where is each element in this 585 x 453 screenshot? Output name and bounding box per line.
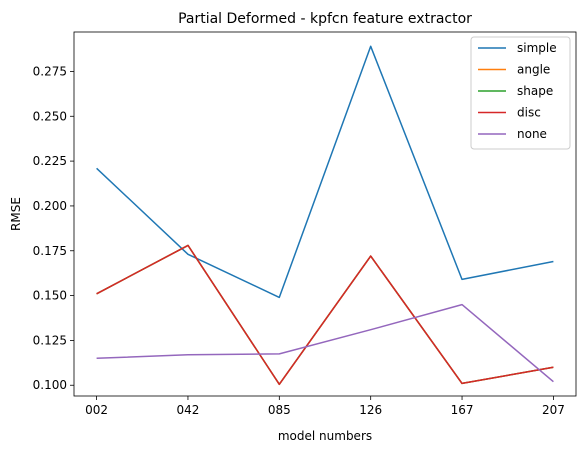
plot-frame <box>73 31 577 397</box>
y-tick-label: 0.125 <box>33 333 67 347</box>
series-line-none <box>96 303 554 383</box>
chart-title: Partial Deformed - kpfcn feature extract… <box>178 11 472 27</box>
series-line-simple <box>96 45 554 299</box>
y-tick-label: 0.225 <box>33 154 67 168</box>
y-tick-label: 0.150 <box>33 289 67 303</box>
legend-label-none: none <box>517 127 547 141</box>
y-axis: 0.100 0.125 0.150 0.175 0.200 0.225 0.250 0.275 <box>33 64 74 392</box>
series-line-angle <box>96 244 554 386</box>
legend-label-simple: simple <box>517 41 557 55</box>
y-tick-label: 0.200 <box>33 199 67 213</box>
legend-label-disc: disc <box>517 106 541 120</box>
series-line-disc <box>96 244 554 386</box>
plot-lines <box>96 45 554 386</box>
x-tick-label: 002 <box>85 403 108 417</box>
x-tick-label: 167 <box>451 403 474 417</box>
series-line-shape <box>96 244 554 386</box>
y-tick-label: 0.250 <box>33 109 67 123</box>
legend-label-shape: shape <box>517 84 553 98</box>
x-tick-label: 207 <box>542 403 565 417</box>
y-tick-label: 0.175 <box>33 244 67 258</box>
legend-box <box>470 36 571 150</box>
x-tick-label: 085 <box>268 403 291 417</box>
legend-label-angle: angle <box>517 63 550 77</box>
x-axis-label: model numbers <box>278 429 372 443</box>
x-axis: 002 042 085 126 167 207 <box>85 396 565 417</box>
x-tick-label: 126 <box>359 403 382 417</box>
legend: simple angle shape disc none <box>470 36 571 150</box>
y-axis-label: RMSE <box>9 197 23 231</box>
y-tick-label: 0.275 <box>33 64 67 78</box>
x-tick-label: 042 <box>177 403 200 417</box>
y-tick-label: 0.100 <box>33 378 67 392</box>
